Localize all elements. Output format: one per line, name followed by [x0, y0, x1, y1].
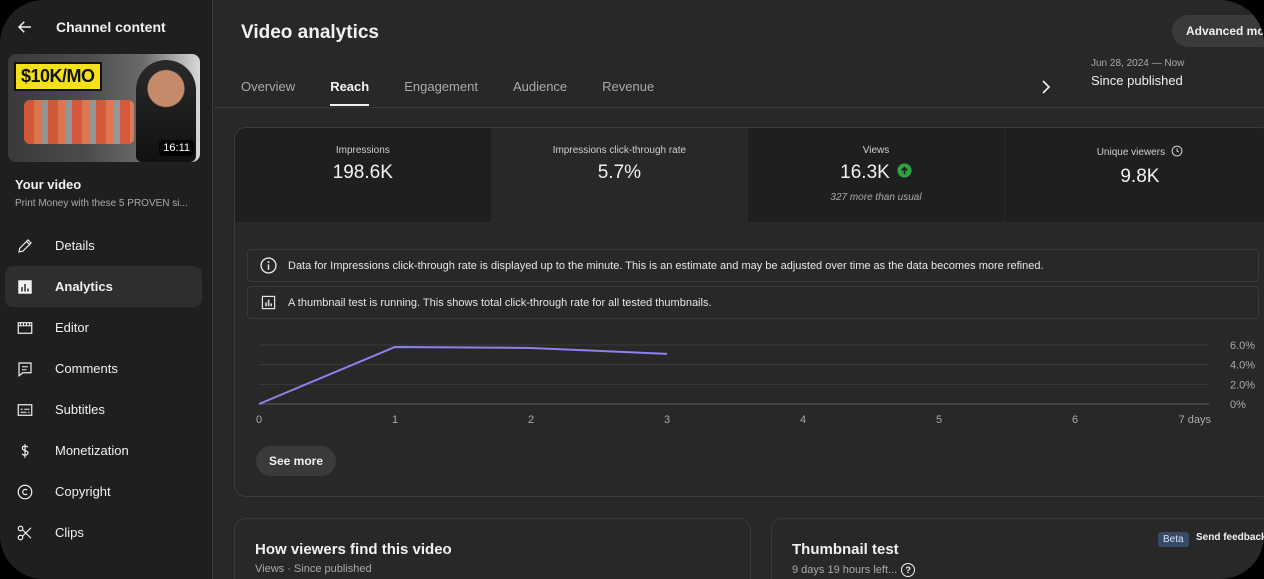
metric-note: 327 more than usual: [830, 192, 922, 203]
ctr-series-line: [258, 345, 668, 405]
metric-value: 9.8K: [1120, 166, 1160, 187]
metric-impressions[interactable]: Impressions 198.6K: [235, 128, 492, 222]
thumbnail-test-card: Thumbnail test 9 days 19 hours left... ?…: [771, 518, 1264, 579]
sidebar-item-label: Clips: [55, 525, 84, 540]
metric-label: Impressions click-through rate: [552, 145, 687, 156]
sidebar-item-label: Editor: [55, 320, 89, 335]
tab-audience[interactable]: Audience: [512, 78, 568, 94]
ctr-estimate-notice: Data for Impressions click-through rate …: [247, 249, 1259, 282]
x-tick-label: 3: [664, 414, 670, 426]
info-icon: [248, 257, 288, 274]
sidebar-title: Channel content: [56, 19, 166, 35]
sidebar: Channel content $10K/MO 16:11 Your video…: [0, 0, 213, 579]
dollar-icon: [5, 430, 45, 471]
metric-tabs: Impressions 198.6K Impressions click-thr…: [235, 128, 1264, 222]
sidebar-item-copyright[interactable]: Copyright: [5, 471, 202, 512]
ctr-line-chart: 0% 2.0% 4.0% 6.0% 0 1 2 3 4 5 6 7 days: [256, 340, 1255, 426]
sidebar-item-subtitles[interactable]: Subtitles: [5, 389, 202, 430]
clock-icon: [1171, 145, 1183, 160]
card-subtitle-row: 9 days 19 hours left... ?: [792, 563, 916, 577]
arrow-up-circle-icon: [897, 162, 912, 184]
sidebar-header: Channel content: [0, 8, 213, 46]
your-video-label: Your video: [15, 177, 82, 192]
beta-badge: Beta: [1158, 532, 1189, 547]
y-tick-label: 0%: [1230, 399, 1246, 411]
tab-engagement[interactable]: Engagement: [404, 78, 478, 94]
subtitles-icon: [5, 389, 45, 430]
card-subtitle: Views · Since published: [255, 563, 372, 575]
y-tick-label: 6.0%: [1230, 340, 1255, 352]
pencil-icon: [5, 225, 45, 266]
scissors-icon: [5, 512, 45, 553]
video-title: Print Money with these 5 PROVEN si...: [15, 198, 188, 209]
x-tick-label: 1: [392, 414, 398, 426]
back-arrow-icon[interactable]: [0, 8, 50, 46]
comment-icon: [5, 348, 45, 389]
sidebar-item-label: Monetization: [55, 443, 129, 458]
sidebar-item-label: Analytics: [55, 279, 113, 294]
y-tick-label: 2.0%: [1230, 379, 1255, 391]
tab-revenue[interactable]: Revenue: [602, 78, 655, 94]
sidebar-item-comments[interactable]: Comments: [5, 348, 202, 389]
tab-reach[interactable]: Reach: [330, 66, 370, 106]
card-subtitle: 9 days 19 hours left...: [792, 564, 898, 576]
page-title: Video analytics: [241, 22, 379, 43]
tab-overview[interactable]: Overview: [241, 78, 296, 94]
notice-text: A thumbnail test is running. This shows …: [288, 296, 712, 309]
analytics-icon: [248, 295, 288, 310]
sidebar-item-monetization[interactable]: Monetization: [5, 430, 202, 471]
x-tick-label: 4: [800, 414, 806, 426]
reach-card: Impressions 198.6K Impressions click-thr…: [234, 127, 1264, 497]
metric-label: Unique viewers: [1096, 147, 1166, 158]
metric-label: Views: [862, 145, 890, 156]
sidebar-item-label: Comments: [55, 361, 118, 376]
x-tick-label: 2: [528, 414, 534, 426]
film-icon: [5, 307, 45, 348]
card-title: How viewers find this video: [255, 541, 452, 558]
ctr-chart: 0% 2.0% 4.0% 6.0% 0 1 2 3 4 5 6 7 days: [235, 328, 1264, 433]
x-tick-label: 7 days: [1179, 414, 1212, 426]
date-range-dates: Jun 28, 2024 — Now: [1091, 58, 1185, 69]
metric-value: 16.3K: [840, 162, 890, 183]
sidebar-item-label: Copyright: [55, 484, 111, 499]
sidebar-item-clips[interactable]: Clips: [5, 512, 202, 553]
thumbnail-blurred-graphic: [24, 100, 134, 144]
sidebar-nav: Details Analytics Editor Comments Subtit…: [5, 225, 202, 553]
send-feedback-link[interactable]: Send feedback: [1196, 532, 1264, 543]
advanced-mode-button[interactable]: Advanced mo: [1172, 15, 1264, 47]
metric-label: Impressions: [335, 145, 390, 156]
thumbnail-tag: $10K/MO: [14, 62, 102, 91]
y-tick-label: 4.0%: [1230, 360, 1255, 372]
chevron-right-icon[interactable]: [1036, 74, 1056, 100]
metric-value: 198.6K: [332, 162, 393, 183]
sidebar-item-details[interactable]: Details: [5, 225, 202, 266]
video-duration: 16:11: [159, 140, 194, 156]
thumbnail-test-notice: A thumbnail test is running. This shows …: [247, 286, 1259, 319]
metric-ctr[interactable]: Impressions click-through rate 5.7%: [491, 128, 749, 222]
date-range-label: Since published: [1091, 73, 1183, 88]
traffic-source-card: How viewers find this video Views · Sinc…: [234, 518, 751, 579]
metric-value: 5.7%: [597, 162, 642, 183]
sidebar-item-label: Details: [55, 238, 95, 253]
help-icon[interactable]: ?: [901, 563, 916, 577]
metric-views[interactable]: Views 16.3K 327 more than usual: [748, 128, 1005, 222]
notice-text: Data for Impressions click-through rate …: [288, 259, 1044, 272]
sidebar-item-editor[interactable]: Editor: [5, 307, 202, 348]
x-tick-label: 0: [256, 414, 262, 426]
sidebar-item-label: Subtitles: [55, 402, 105, 417]
sidebar-item-analytics[interactable]: Analytics: [5, 266, 202, 307]
card-title: Thumbnail test: [792, 541, 899, 558]
main-content: Video analytics Advanced mo Overview Rea…: [214, 0, 1264, 579]
x-tick-label: 6: [1072, 414, 1078, 426]
see-more-button[interactable]: See more: [256, 446, 337, 476]
tab-bar: Overview Reach Engagement Audience Reven…: [241, 66, 689, 106]
video-thumbnail[interactable]: $10K/MO 16:11: [8, 54, 200, 162]
analytics-icon: [5, 266, 45, 307]
tabs-divider: [214, 107, 1264, 108]
metric-unique-viewers[interactable]: Unique viewers 9.8K: [1004, 128, 1264, 222]
x-tick-label: 5: [936, 414, 942, 426]
date-range-picker[interactable]: Jun 28, 2024 — Now Since published: [1091, 58, 1184, 88]
copyright-icon: [5, 471, 45, 512]
